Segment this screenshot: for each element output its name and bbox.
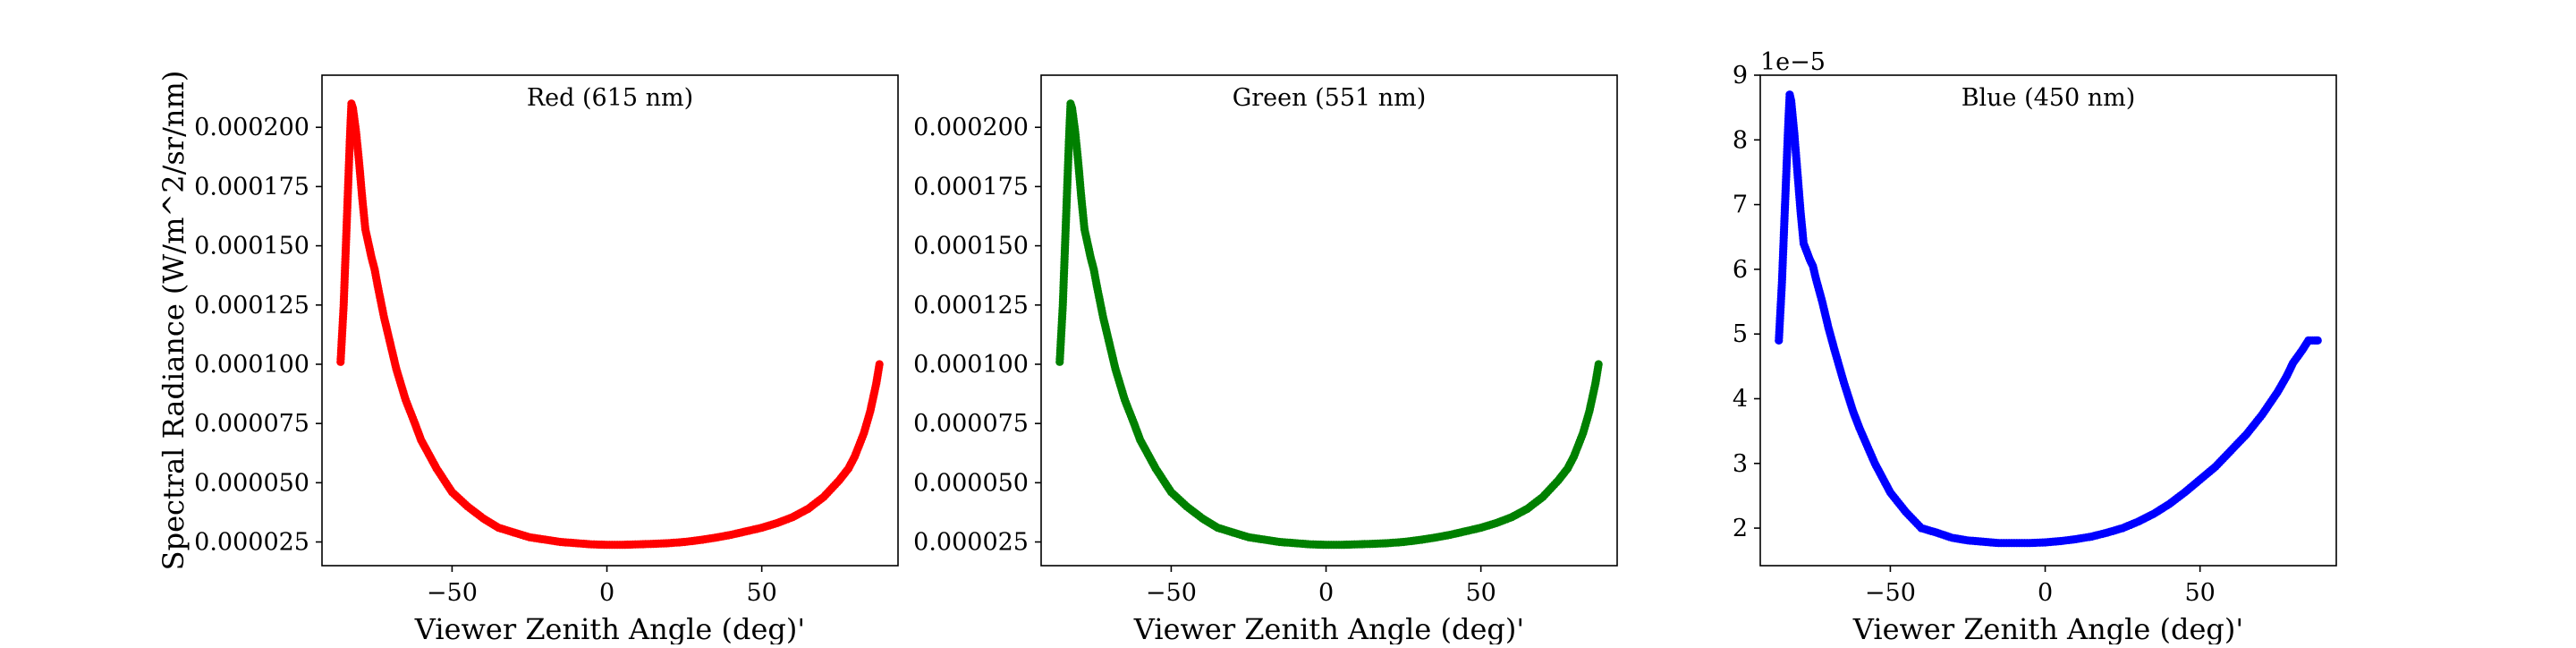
x-tick-label: 0 — [1318, 579, 1334, 607]
y-tick-label: 7 — [1733, 192, 1748, 219]
data-point — [1594, 360, 1603, 369]
chart-title: Green (551 nm) — [1233, 84, 1427, 112]
chart-title: Red (615 nm) — [527, 84, 693, 112]
x-tick-label: 50 — [1465, 579, 1496, 607]
y-tick-label: 0.000150 — [913, 233, 1029, 260]
y-tick-label: 0.000125 — [913, 292, 1029, 320]
y-tick-label: 0.000050 — [913, 469, 1029, 497]
x-axis-label: Viewer Zenith Angle (deg)' — [1133, 612, 1524, 644]
plot-frame — [1040, 74, 1618, 567]
y-tick-label: 8 — [1733, 126, 1748, 154]
y-tick-label: 5 — [1733, 320, 1748, 348]
y-tick-label: 0.000200 — [194, 114, 309, 141]
data-series — [336, 99, 884, 550]
y-tick-label: 0.000075 — [913, 410, 1029, 438]
x-tick-label: −50 — [1146, 579, 1197, 607]
x-tick-label: 50 — [2184, 579, 2215, 607]
x-tick-label: −50 — [427, 579, 478, 607]
y-tick-label: 0.000100 — [194, 351, 309, 379]
y-tick-label: 0.000175 — [913, 173, 1029, 200]
y-offset-label: 1e−5 — [1760, 48, 1826, 76]
x-tick-label: 50 — [746, 579, 776, 607]
y-tick-label: 0.000100 — [913, 351, 1029, 379]
x-tick-label: 0 — [599, 579, 614, 607]
plot-frame — [1759, 74, 2337, 567]
y-axis-label: Spectral Radiance (W/m^2/sr/nm) — [157, 71, 191, 571]
y-tick-label: 0.000200 — [913, 114, 1029, 141]
y-tick-label: 0.000075 — [194, 410, 309, 438]
y-tick-label: 0.000025 — [194, 529, 309, 557]
data-point — [875, 360, 884, 369]
x-axis-label: Viewer Zenith Angle (deg)' — [414, 612, 805, 644]
y-tick-label: 0.000025 — [913, 529, 1029, 557]
chart-title: Blue (450 nm) — [1962, 84, 2136, 112]
y-tick-label: 6 — [1733, 256, 1748, 284]
y-tick-label: 0.000150 — [194, 233, 309, 260]
chart-panel-2: 0.000025 0.000050 0.000075 0.000100 0.000125… — [913, 74, 1618, 646]
x-tick-label: −50 — [1865, 579, 1916, 607]
x-tick-label: 0 — [2038, 579, 2053, 607]
y-tick-label: 0.000125 — [194, 292, 309, 320]
y-tick-label: 0.000050 — [194, 469, 309, 497]
y-tick-label: 9 — [1733, 62, 1748, 90]
y-tick-label: 3 — [1733, 450, 1748, 478]
chart-panel-3: 2 3 4 5 6 7 8 9 −50 0 50 Blue (450 nm) Viewer Zenith… — [1733, 48, 2337, 646]
plot-frame — [321, 74, 899, 567]
y-tick-label: 2 — [1733, 515, 1748, 542]
x-axis-label: Viewer Zenith Angle (deg)' — [1852, 612, 2243, 644]
data-point — [2313, 336, 2322, 345]
y-tick-label: 0.000175 — [194, 173, 309, 200]
data-series — [1055, 99, 1603, 550]
data-series — [1775, 90, 2322, 548]
y-tick-label: 4 — [1733, 385, 1748, 413]
chart-panel-1: 0.000025 0.000050 0.000075 0.000100 0.000125… — [157, 71, 899, 646]
